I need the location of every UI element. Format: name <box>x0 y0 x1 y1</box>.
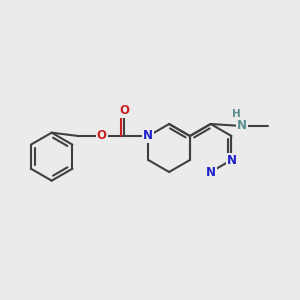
Text: N: N <box>206 166 216 178</box>
Text: N: N <box>143 130 153 142</box>
Text: N: N <box>226 154 236 166</box>
Text: O: O <box>119 104 129 118</box>
Text: H: H <box>232 109 241 119</box>
Text: O: O <box>97 130 107 142</box>
Text: N: N <box>237 119 247 133</box>
